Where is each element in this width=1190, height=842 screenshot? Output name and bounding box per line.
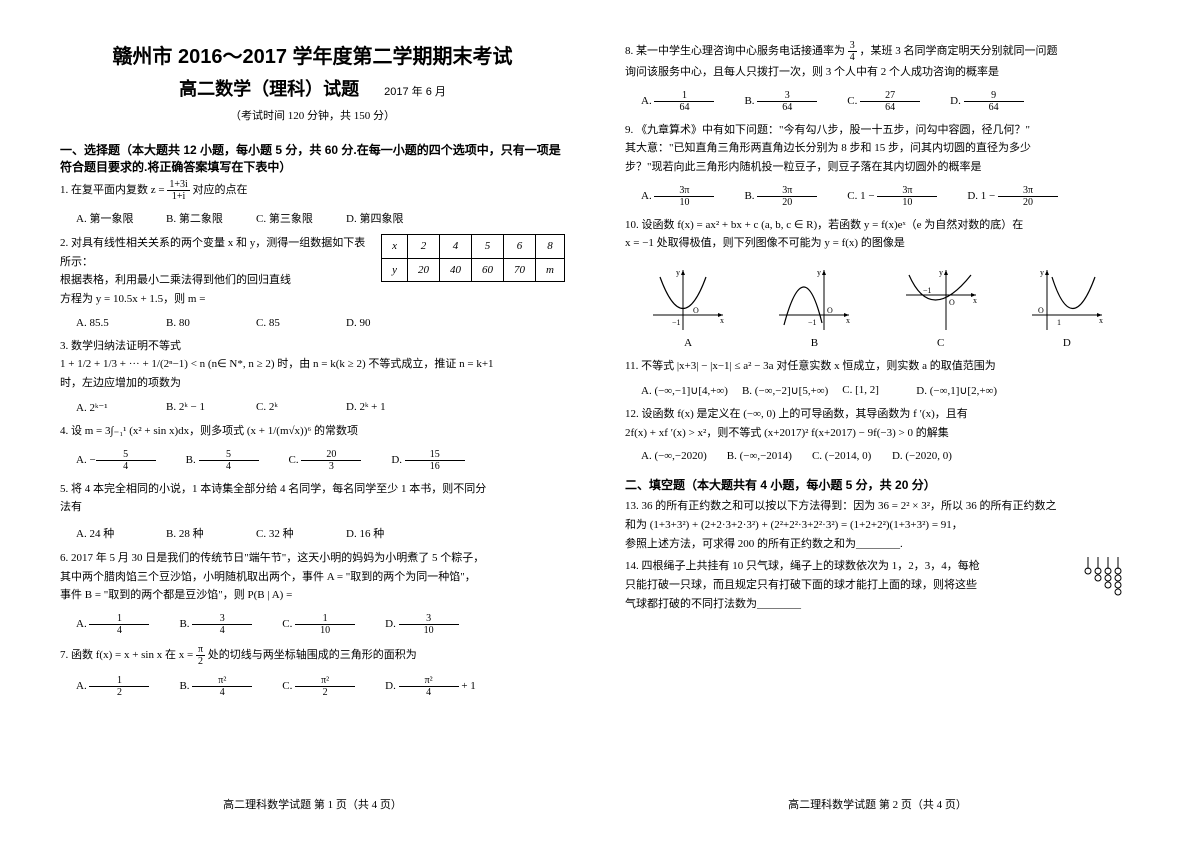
q1-fraction: 1+3i1+i [167,179,189,202]
q1-options: A. 第一象限B. 第二象限C. 第三象限D. 第四象限 [76,210,565,226]
q14: 14. 四根绳子上共挂有 10 只气球，绳子上的球数依次为 1，2，3，4，每枪… [625,557,1130,624]
footer-right: 高二理科数学试题 第 2 页（共 4 页） [625,786,1130,812]
balloon-diagram [1080,557,1130,624]
graph-d: 1Oxy D [1027,265,1107,349]
q12-options: A. (−∞,−2020)B. (−∞,−2014)C. (−2014, 0)D… [641,450,1130,462]
page-right: 8. 某一中学生心理咨询中心服务电话接通率为 34 ，某班 3 名同学商定明天分… [625,40,1130,812]
q3: 3. 数学归纳法证明不等式 1 + 1/2 + 1/3 + ··· + 1/(2… [60,337,565,393]
q2-options: A. 85.5B. 80C. 85D. 90 [76,317,565,329]
graph-b: −1Oxy B [774,265,854,349]
svg-text:1: 1 [1057,318,1061,327]
svg-text:y: y [1040,268,1044,277]
svg-text:O: O [1038,306,1044,315]
q8: 8. 某一中学生心理咨询中心服务电话接通率为 34 ，某班 3 名同学商定明天分… [625,40,1130,82]
q10-graphs: −1Oxy A −1Oxy B −1Oxy C 1Oxy D [625,265,1130,349]
q5-options: A. 24 种B. 28 种C. 32 种D. 16 种 [76,525,565,541]
q9: 9. 《九章算术》中有如下问题："今有勾八步，股一十五步，问勾中容圆，径几何？"… [625,121,1130,177]
q2: x24568 y20406070m 2. 对具有线性相关关系的两个变量 x 和 … [60,234,565,309]
q12: 12. 设函数 f(x) 是定义在 (−∞, 0) 上的可导函数，其导函数为 f… [625,405,1130,442]
q7-options: A. 12 B. π²4 C. π²2 D. π²4 + 1 [76,675,565,698]
svg-text:x: x [846,316,850,325]
svg-text:O: O [827,306,833,315]
svg-text:y: y [939,268,943,277]
q3-options: A. 2ᵏ⁻¹B. 2ᵏ − 1C. 2ᵏD. 2ᵏ + 1 [76,401,565,414]
svg-text:x: x [973,296,977,305]
main-title: 赣州市 2016～2017 学年度第二学期期末考试 [60,40,565,69]
q6: 6. 2017 年 5 月 30 日是我们的传统节日"端午节"，这天小明的妈妈为… [60,549,565,605]
svg-text:x: x [1099,316,1103,325]
q11-options: A. (−∞,−1]∪[4,+∞)B. (−∞,−2]∪[5,+∞)C. [1,… [641,384,1130,397]
page-left: 赣州市 2016～2017 学年度第二学期期末考试 高二数学（理科）试题 201… [60,40,565,812]
q2-table: x24568 y20406070m [381,234,565,282]
svg-text:O: O [949,298,955,307]
q8-options: A. 164 B. 364 C. 2764 D. 964 [641,90,1130,113]
q13: 13. 36 的所有正约数之和可以按以下方法得到：因为 36 = 2² × 3²… [625,497,1130,553]
graph-c: −1Oxy C [901,265,981,349]
q4-options: A. −54 B. 54 C. 203 D. 1516 [76,449,565,472]
section1-heading: 一、选择题（本大题共 12 小题，每小题 5 分，共 60 分.在每一小题的四个… [60,141,565,175]
q10: 10. 设函数 f(x) = ax² + bx + c (a, b, c ∈ R… [625,216,1130,253]
q4: 4. 设 m = 3∫₋₁¹ (x² + sin x)dx，则多项式 (x + … [60,422,565,441]
exam-info: （考试时间 120 分钟，共 150 分） [60,107,565,123]
subject-title: 高二数学（理科）试题 [179,79,359,99]
q9-options: A. 3π10 B. 3π20 C. 1 − 3π10 D. 1 − 3π20 [641,185,1130,208]
q1: 1. 在复平面内复数 z = 1+3i1+i 对应的点在 [60,179,565,202]
graph-a: −1Oxy A [648,265,728,349]
svg-text:−1: −1 [672,318,681,327]
svg-text:x: x [720,316,724,325]
q5: 5. 将 4 本完全相同的小说，1 本诗集全部分给 4 名同学，每名同学至少 1… [60,480,565,517]
sub-title: 高二数学（理科）试题 2017 年 6 月 [60,75,565,101]
svg-text:y: y [676,268,680,277]
section2-heading: 二、填空题（本大题共有 4 小题，每小题 5 分，共 20 分） [625,476,1130,493]
q11: 11. 不等式 |x+3| − |x−1| ≤ a² − 3a 对任意实数 x … [625,357,1130,376]
q7: 7. 函数 f(x) = x + sin x 在 x = π2 处的切线与两坐标… [60,644,565,667]
svg-text:y: y [817,268,821,277]
q6-options: A. 14 B. 34 C. 110 D. 310 [76,613,565,636]
footer-left: 高二理科数学试题 第 1 页（共 4 页） [60,786,565,812]
svg-text:O: O [693,306,699,315]
svg-text:−1: −1 [923,286,932,295]
exam-date: 2017 年 6 月 [384,83,446,99]
svg-text:−1: −1 [808,318,817,327]
